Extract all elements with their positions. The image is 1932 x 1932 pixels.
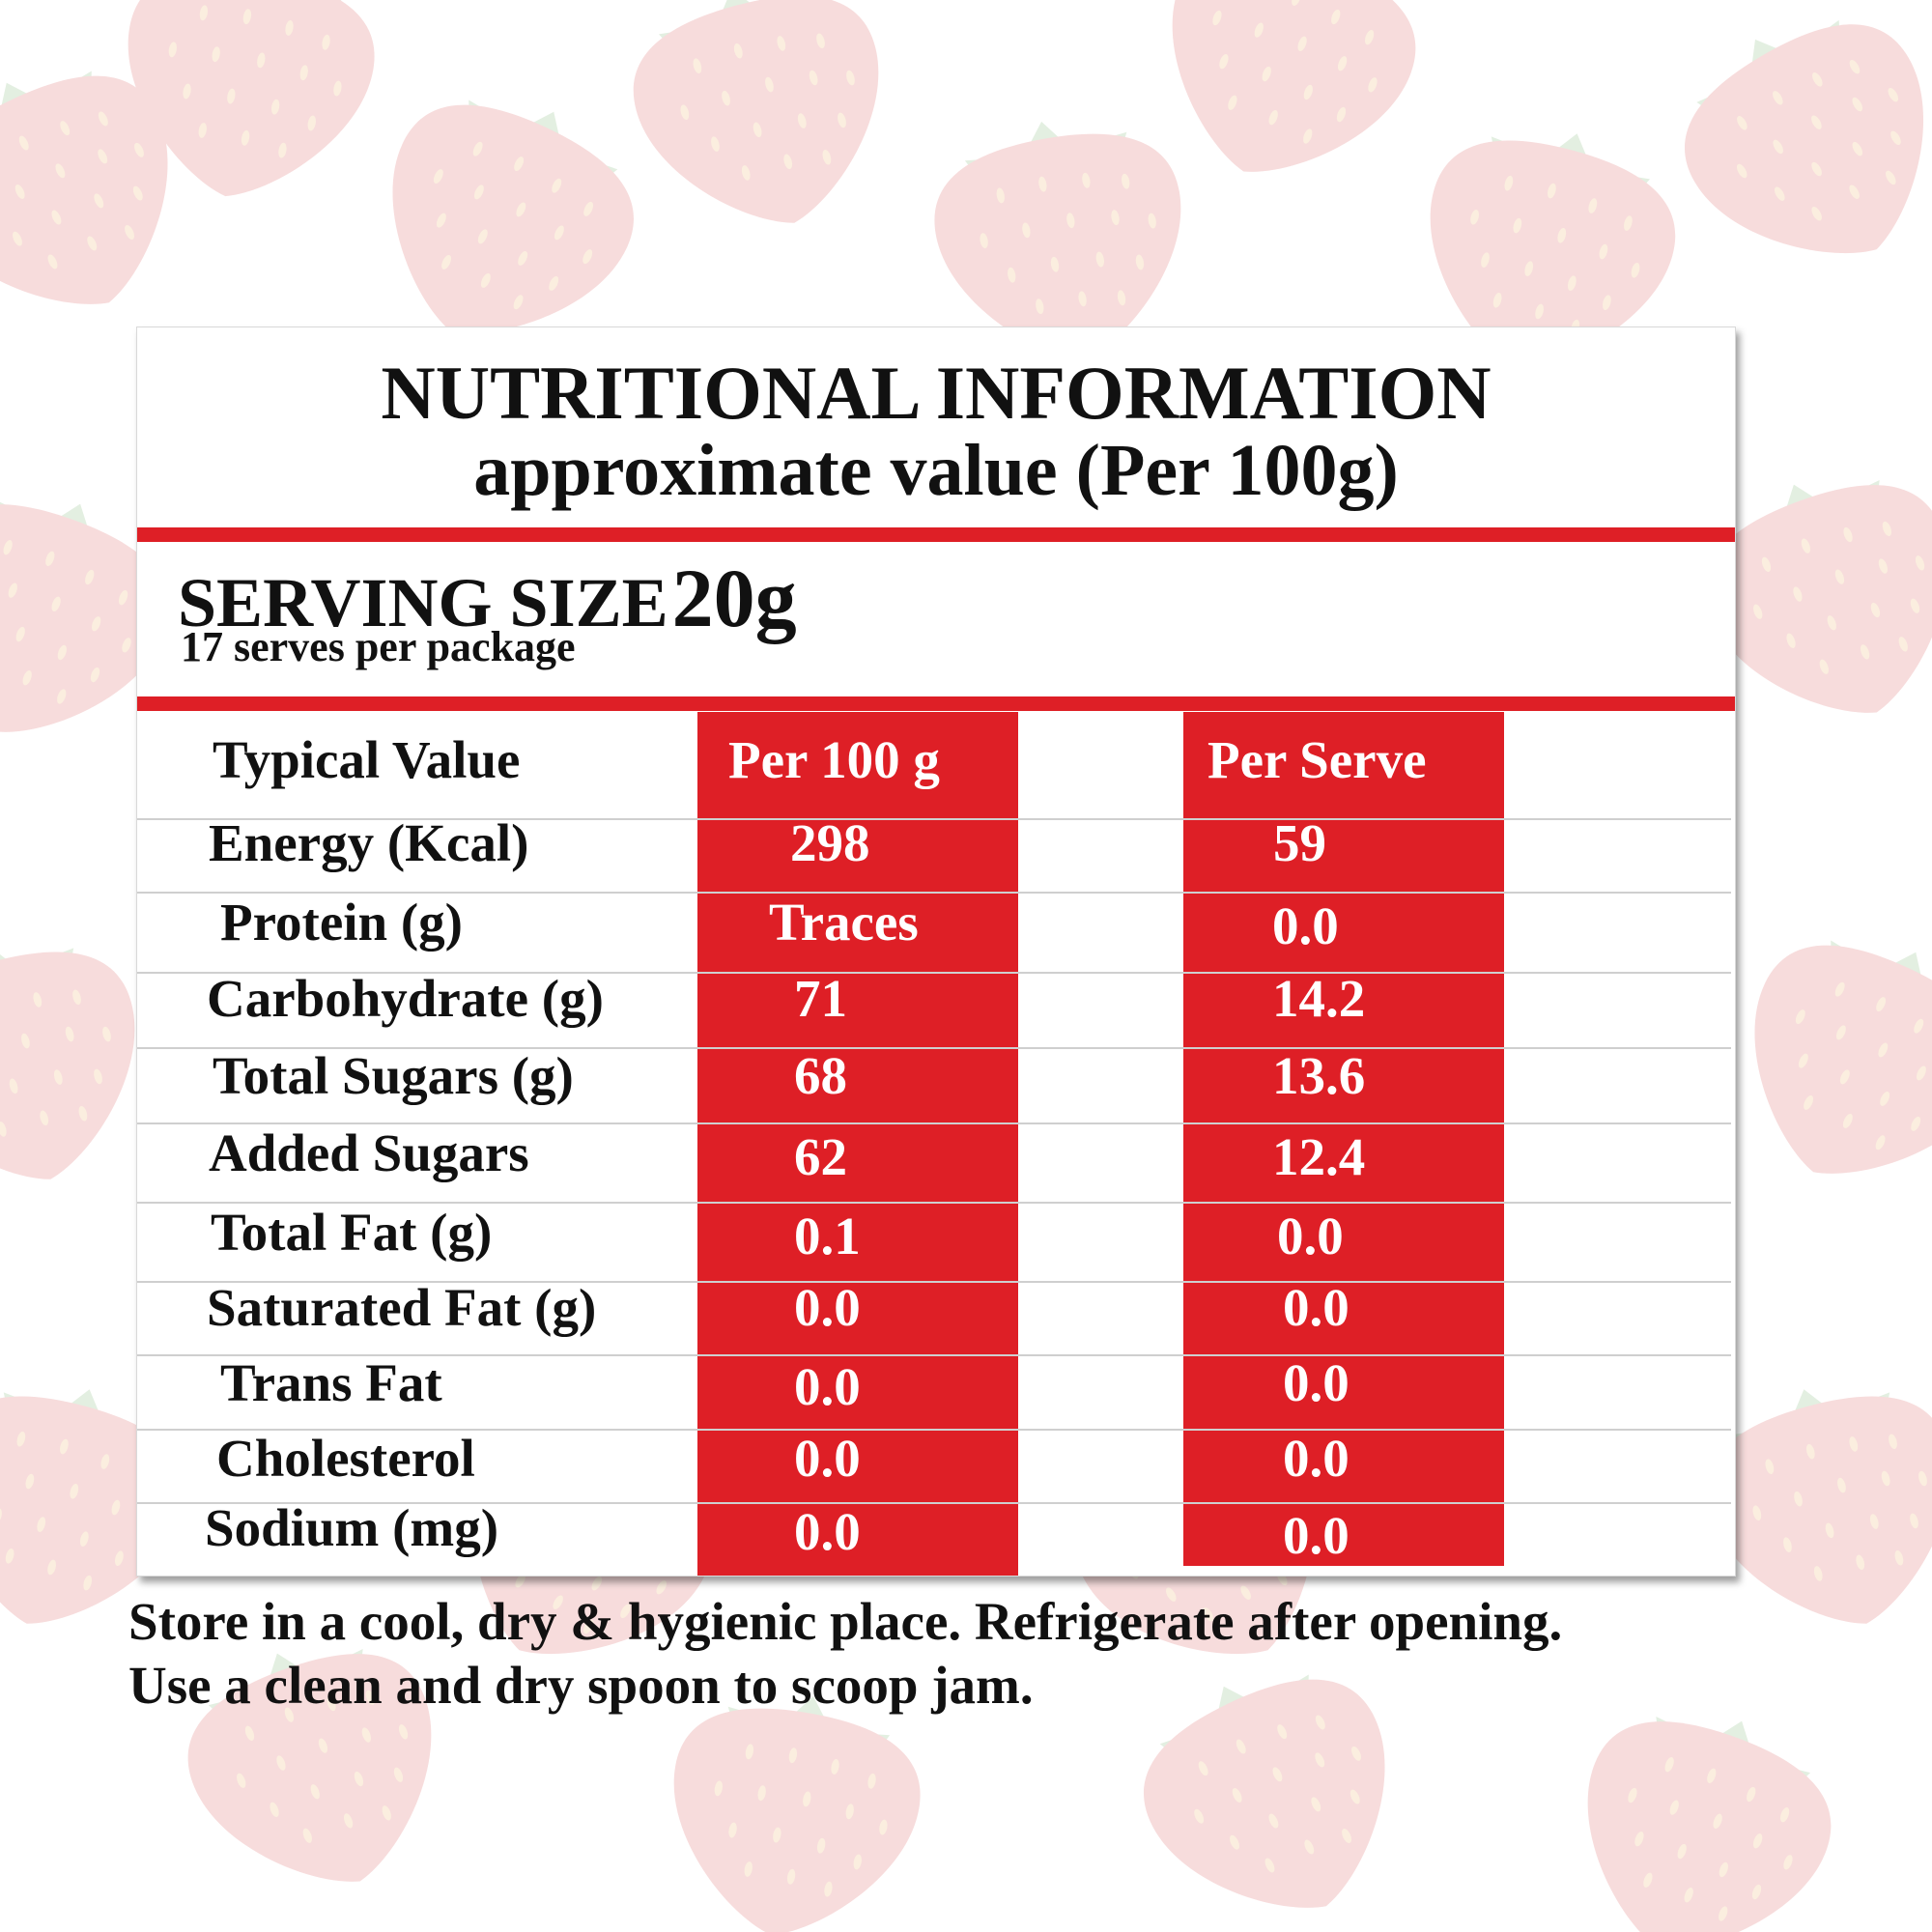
red-divider-top [137,527,1735,542]
nutrient-trans-fat: Trans Fat [220,1353,442,1412]
row-divider [137,892,1731,894]
nutrient-energy: Energy (Kcal) [209,813,529,872]
nutrient-sodium: Sodium (mg) [205,1498,499,1557]
nutrition-label-panel: NUTRITIONAL INFORMATION approximate valu… [136,327,1736,1577]
nutrient-protein: Protein (g) [220,893,463,952]
row-divider [137,1502,1731,1504]
nutrient-carbohydrate: Carbohydrate (g) [207,969,604,1028]
protein-per-serve: 0.0 [1272,896,1339,955]
serving-size: SERVING SIZE 20g [178,550,797,646]
storage-instructions: Store in a cool, dry & hygienic place. R… [128,1590,1562,1718]
nutrient-added-sugars: Added Sugars [209,1123,529,1182]
serving-size-value: 20g [671,552,797,644]
protein-per-100g: Traces [769,893,919,952]
cholesterol-per-serve: 0.0 [1283,1429,1350,1488]
label-subtitle: approximate value (Per 100g) [473,430,1399,511]
total-sugars-per-serve: 13.6 [1272,1046,1366,1105]
trans-fat-per-100g: 0.0 [794,1357,861,1416]
sodium-per-serve: 0.0 [1283,1506,1350,1565]
nutrient-saturated-fat: Saturated Fat (g) [207,1278,597,1337]
saturated-fat-per-serve: 0.0 [1283,1278,1350,1337]
added-sugars-per-serve: 12.4 [1272,1127,1366,1186]
saturated-fat-per-100g: 0.0 [794,1278,861,1337]
row-divider [137,1429,1731,1431]
nutrient-total-sugars: Total Sugars (g) [213,1046,574,1105]
per-100g-column [697,712,1018,1576]
row-divider [137,1047,1731,1049]
header-per-100g: Per 100 g [728,730,940,789]
label-title: NUTRITIONAL INFORMATION [381,351,1492,435]
cholesterol-per-100g: 0.0 [794,1429,861,1488]
trans-fat-per-serve: 0.0 [1283,1353,1350,1412]
row-divider [137,1281,1731,1283]
storage-line-1: Store in a cool, dry & hygienic place. R… [128,1592,1563,1651]
red-divider-bottom [137,696,1735,711]
added-sugars-per-100g: 62 [794,1127,847,1186]
sodium-per-100g: 0.0 [794,1502,861,1561]
header-per-serve: Per Serve [1208,730,1427,789]
nutrient-total-fat: Total Fat (g) [211,1203,493,1262]
storage-line-2: Use a clean and dry spoon to scoop jam. [128,1656,1034,1715]
row-divider [137,1122,1731,1124]
energy-per-serve: 59 [1273,813,1326,872]
per-serve-column [1183,712,1504,1566]
carbohydrate-per-serve: 14.2 [1272,969,1366,1028]
row-divider [137,1354,1731,1356]
row-divider [137,972,1731,974]
serving-size-label: SERVING SIZE [178,564,668,641]
energy-per-100g: 298 [790,813,870,872]
serves-per-package: 17 serves per package [181,623,576,670]
total-fat-per-100g: 0.1 [794,1207,861,1265]
row-divider [137,818,1731,820]
header-typical-value: Typical Value [213,730,521,789]
carbohydrate-per-100g: 71 [794,969,847,1028]
total-sugars-per-100g: 68 [794,1046,847,1105]
nutrient-cholesterol: Cholesterol [216,1429,475,1488]
row-divider [137,1202,1731,1204]
total-fat-per-serve: 0.0 [1277,1207,1344,1265]
